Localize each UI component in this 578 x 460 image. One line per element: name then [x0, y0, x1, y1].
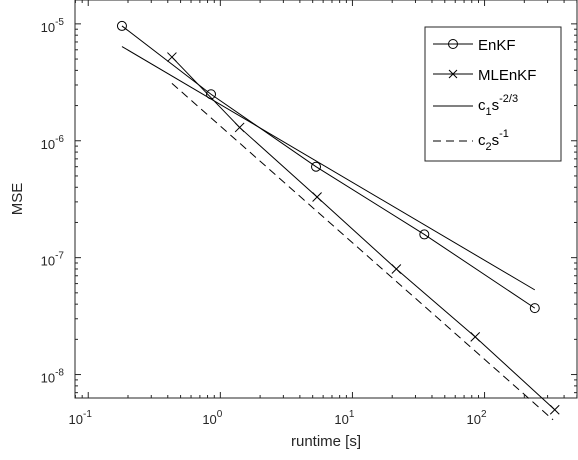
series-line-1 [171, 56, 556, 411]
series-lines [121, 25, 556, 421]
x-tick-label: 102 [467, 409, 487, 427]
x-tick-base: 10 [202, 412, 216, 427]
y-tick-base: 10 [41, 371, 55, 386]
y-tick-base: 10 [41, 137, 55, 152]
legend-c2-sup: -1 [499, 128, 509, 140]
series-line-2 [121, 46, 536, 291]
y-tick-label: 10-5 [41, 17, 65, 35]
data-point-x [312, 192, 322, 202]
data-point-circle [311, 161, 322, 172]
x-tick-base: 10 [467, 412, 481, 427]
data-point-circle [419, 229, 430, 240]
legend-c2-mid: s [492, 132, 500, 149]
legend-entry-c2: c2s-1 [433, 128, 509, 153]
series-line-0 [121, 25, 536, 309]
x-tick-exponent: 2 [481, 409, 487, 420]
x-tick-label: 101 [334, 409, 354, 427]
axis-ticks [74, 0, 578, 398]
y-tick-exponent: -6 [55, 134, 64, 145]
legend-marker-circle [448, 39, 458, 49]
legend-label-c1: c1s-2/3 [478, 93, 518, 118]
data-point-x [470, 332, 481, 342]
x-axis-label: runtime [s] [291, 433, 361, 450]
legend-c1-sup: -2/3 [499, 93, 518, 105]
series-line-3 [171, 82, 554, 421]
legend-box [424, 26, 562, 162]
y-tick-base: 10 [41, 254, 55, 269]
y-tick-exponent: -7 [55, 251, 64, 262]
data-point-x [167, 52, 177, 62]
data-point-circle [116, 20, 127, 31]
y-tick-label: 10-6 [41, 134, 65, 152]
x-tick-label: 10-1 [69, 409, 93, 427]
y-tick-label: 10-8 [41, 368, 65, 386]
legend-marker-x [448, 69, 458, 79]
data-point-x [391, 264, 402, 274]
x-tick-exponent: -1 [83, 409, 92, 420]
data-point-x [549, 404, 560, 415]
y-tick-base: 10 [41, 20, 55, 35]
legend-entry-c1: c1s-2/3 [433, 93, 518, 118]
legend-c1-mid: s [492, 97, 500, 114]
x-tick-exponent: 0 [217, 409, 223, 420]
x-tick-base: 10 [69, 412, 83, 427]
y-axis-label: MSE [9, 183, 26, 216]
data-point-x [234, 122, 245, 133]
x-tick-label: 100 [202, 409, 222, 427]
legend-label-mlenkf: MLEnKF [478, 67, 536, 84]
legend-c2-base: c [478, 132, 486, 149]
data-point-circle [529, 303, 540, 314]
x-tick-base: 10 [334, 412, 348, 427]
y-tick-exponent: -8 [55, 368, 64, 379]
legend-label-c2: c2s-1 [478, 128, 509, 153]
data-point-circle [206, 89, 217, 100]
legend-entry-mlenkf: MLEnKF [433, 67, 536, 84]
y-tick-label: 10-7 [41, 251, 65, 269]
legend: EnKF MLEnKF c1s-2/3 c2s-1 [424, 26, 562, 162]
legend-c1-base: c [478, 97, 486, 114]
legend-c2-sub: 2 [486, 141, 492, 153]
legend-c1-sub: 1 [486, 106, 492, 118]
y-tick-exponent: -5 [55, 17, 64, 28]
legend-entry-enkf: EnKF [433, 37, 516, 54]
series-markers [116, 20, 560, 415]
x-tick-exponent: 1 [349, 409, 355, 420]
legend-label-enkf: EnKF [478, 37, 516, 54]
